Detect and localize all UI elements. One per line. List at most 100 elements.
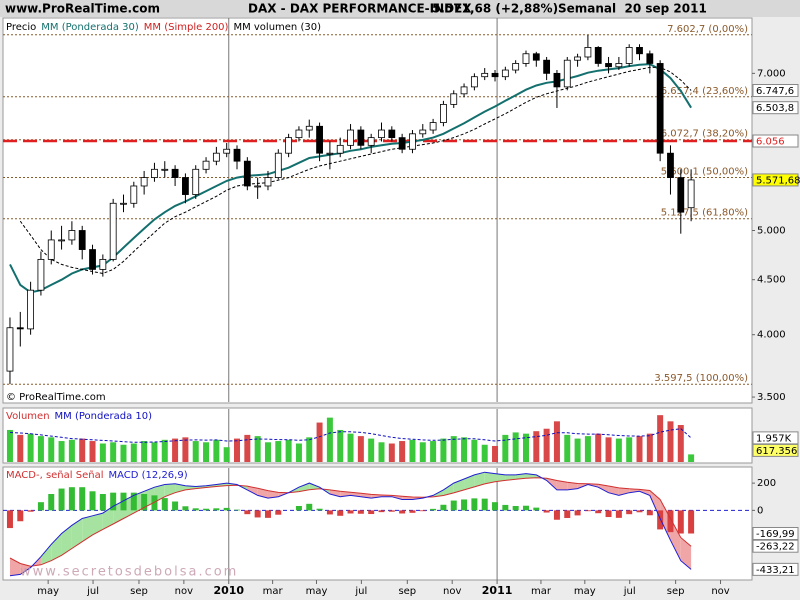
volume-bar [677,425,684,462]
candle-body [419,129,427,135]
volume-bar [481,444,488,462]
histogram-bar [347,510,354,514]
histogram-bar [667,510,674,533]
candle-body [16,327,24,330]
x-tick-label: may [574,586,596,597]
candle-body [120,202,127,205]
x-tick-label: nov [711,586,729,597]
candle-body [429,122,437,131]
macd-fill [618,487,630,496]
fib-label: 7.602,7 (0,00%) [667,24,748,35]
histogram-last-label: -169,99 [756,529,795,540]
candle-body [305,125,313,131]
candle-body [336,144,344,154]
x-tick-label: 2011 [482,584,513,597]
price: 5.571,68 (+2,88%) [432,2,558,16]
candle-body [398,137,406,150]
volume-bar [657,415,664,462]
histogram-bar [492,502,499,511]
histogram-bar [615,510,622,518]
volume-bar [151,442,158,462]
volume-bar [564,434,571,462]
y-tick-label: 3.500 [757,392,786,403]
volume-bar [234,438,241,462]
candle-body [625,47,633,64]
volume-bar [68,439,75,462]
ma-last-label: 6.747,6 [756,86,794,97]
histogram-bar [636,510,643,513]
volume-bar [553,421,560,462]
volume-bar [182,437,189,462]
volume-bar [6,429,13,462]
x-tick-label: sep [667,586,685,597]
candle-body [78,230,86,250]
histogram-bar [213,508,220,511]
volume-bar [584,436,591,462]
volume-bar [533,431,540,462]
volume-bar [646,433,653,462]
macd-fill [82,515,93,542]
candle-body [677,177,685,213]
histogram-bar [388,510,395,512]
legend-volume: Volumen [6,411,50,422]
histogram-bar [48,494,55,511]
candle-body [501,69,509,78]
volume-bar [285,439,292,462]
y-tick-label: 4.500 [757,275,786,286]
ma-last-label-box [752,84,799,98]
volume-bar [626,437,633,462]
histogram-bar [17,510,24,522]
candle-body [6,327,14,372]
histogram-bar [502,504,509,511]
candle-body [68,230,76,241]
volume-last-label: 617.356 [756,446,797,457]
candle-body [233,148,241,162]
histogram-bar [533,507,540,511]
volume-bar [522,433,529,462]
histogram-bar [89,491,96,511]
ma-last-label-box [752,101,799,115]
histogram-bar [37,502,44,511]
candle-body [182,177,189,195]
histogram-bar [234,509,241,511]
moving-average [9,63,692,294]
histogram-bar [264,510,271,518]
candle-body [99,258,107,270]
x-tick-label: may [37,586,59,597]
legend-entry: MM (Simple 200) [144,22,229,33]
macd-fill [629,488,640,493]
macd-fill [505,474,516,481]
moving-average [19,66,692,275]
volume-bar [254,436,261,462]
legend-entry: MACD (12,26,9) [108,470,187,481]
fib-label: 5.600,1 (50,00%) [661,167,748,178]
macd-fill [61,525,72,556]
volume-bar [450,436,457,462]
legend-price: Precio [6,22,36,33]
candle-body [357,129,365,146]
volume-bar [399,441,406,462]
candle-body [491,72,499,78]
candle-body [295,129,303,139]
x-tick-label: mar [263,586,284,597]
macd-fill [102,506,114,530]
volume-bar [17,434,24,462]
volume-bar [306,437,313,462]
histogram-bar [295,505,302,511]
volume-bar [347,433,354,462]
x-tick-label: 2010 [213,584,244,597]
x-tick-label: jul [623,586,636,597]
volume-ma-label-box [752,431,799,445]
candle-body [316,125,323,154]
x-tick-label: jul [354,586,367,597]
ma-last-label: 6.503,8 [756,103,794,114]
volume-bar [667,421,674,462]
volume-bar [295,443,302,462]
volume-bar [244,434,251,462]
volume-bar [326,417,333,462]
volume-bar [543,428,550,462]
histogram-bar [306,503,313,511]
histogram-bar [626,510,633,515]
candle-body [512,63,520,71]
candle-body [687,179,695,209]
